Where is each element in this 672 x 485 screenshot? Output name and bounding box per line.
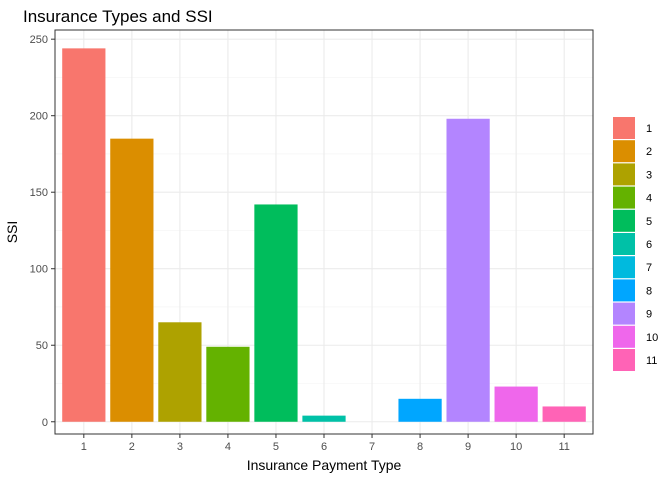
legend-key-2 (613, 140, 635, 163)
chart-title: Insurance Types and SSI (23, 7, 213, 26)
y-tick-label: 0 (42, 417, 48, 429)
x-tick-label: 4 (225, 441, 231, 453)
bar-9 (446, 118, 490, 422)
y-axis-title: SSI (4, 221, 20, 244)
legend-key-7 (613, 256, 635, 279)
legend-label: 6 (646, 239, 652, 251)
bar-8 (398, 398, 442, 422)
x-tick-label: 6 (321, 441, 327, 453)
x-axis-title: Insurance Payment Type (247, 457, 402, 473)
x-tick-label: 3 (177, 441, 183, 453)
x-tick-label: 2 (129, 441, 135, 453)
y-tick-label: 200 (30, 111, 48, 123)
legend-label: 8 (646, 285, 652, 297)
legend-key-10 (613, 325, 635, 348)
y-tick-label: 100 (30, 264, 48, 276)
legend-label: 2 (646, 146, 652, 158)
legend-key-8 (613, 279, 635, 302)
legend-label: 10 (646, 332, 658, 344)
bar-6 (302, 415, 346, 422)
legend-label: 9 (646, 309, 652, 321)
x-tick-label: 11 (558, 441, 569, 453)
x-tick-label: 1 (81, 441, 87, 453)
legend-key-9 (613, 302, 635, 325)
x-tick-label: 10 (510, 441, 522, 453)
legend-label: 4 (646, 193, 652, 205)
x-tick-label: 5 (273, 441, 279, 453)
legend-label: 3 (646, 169, 652, 181)
y-tick-label: 50 (36, 340, 48, 352)
x-tick-label: 7 (369, 441, 375, 453)
x-axis: 1 2 3 4 5 6 7 8 9 10 11 (81, 434, 570, 453)
bar-3 (158, 322, 202, 422)
bar-5 (254, 204, 298, 422)
bar-11 (542, 406, 586, 422)
bars (62, 48, 586, 422)
bar-1 (62, 48, 106, 422)
legend-key-1 (613, 117, 635, 139)
legend-label: 7 (646, 262, 652, 274)
legend-key-11 (613, 349, 635, 371)
legend: 1 2 3 4 5 6 7 8 9 10 11 (613, 117, 658, 371)
legend-label: 5 (646, 216, 652, 228)
legend-key-5 (613, 209, 635, 232)
x-tick-label: 9 (465, 441, 471, 453)
legend-label: 1 (646, 123, 652, 135)
y-axis: 0 50 100 150 200 250 (30, 34, 55, 429)
legend-key-4 (613, 186, 635, 209)
bar-10 (494, 386, 538, 422)
legend-label: 11 (646, 355, 657, 367)
bar-4 (206, 346, 250, 422)
y-tick-label: 150 (30, 187, 48, 199)
x-tick-label: 8 (417, 441, 423, 453)
y-tick-label: 250 (30, 34, 48, 46)
legend-key-3 (613, 163, 635, 186)
bar-2 (110, 138, 154, 422)
legend-key-6 (613, 233, 635, 255)
